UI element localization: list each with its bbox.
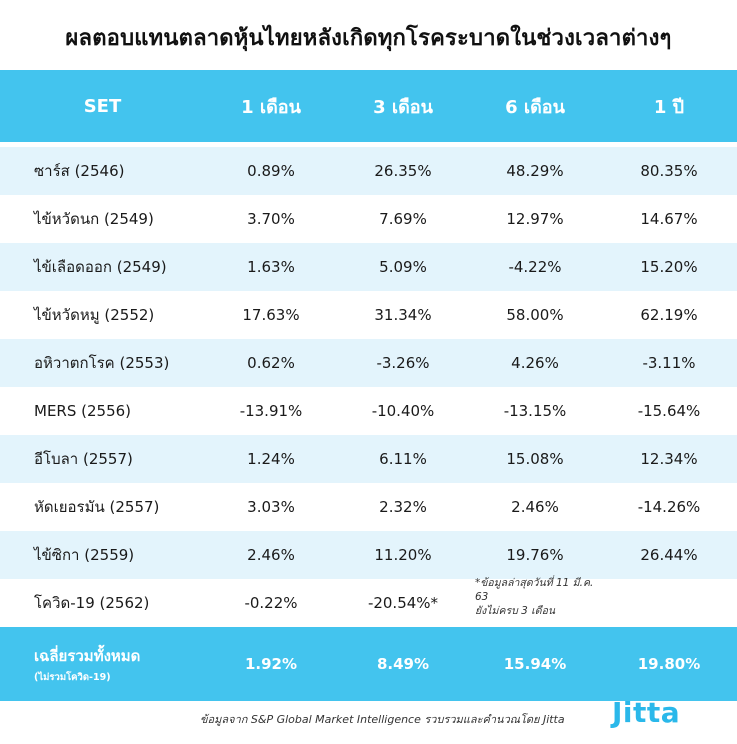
return-3-months: 6.11%	[379, 450, 427, 468]
column-header-6-months: 6 เดือน	[505, 96, 565, 118]
covid-note-line-2: ยังไม่ครบ 3 เดือน	[475, 605, 556, 617]
return-1-year: -3.11%	[642, 354, 696, 372]
epidemic-name: ไข้หวัดนก (2549)	[34, 210, 154, 228]
covid-note-line-1: *ข้อมูลล่าสุดวันที่ 11 มี.ค. 63	[475, 577, 594, 603]
table-row: MERS (2556) -13.91% -10.40% -13.15% -15.…	[0, 387, 737, 435]
epidemic-name: โควิด-19 (2562)	[34, 594, 150, 612]
return-6-months: -4.22%	[508, 258, 562, 276]
return-3-months: 26.35%	[374, 162, 432, 180]
return-1-year: 12.34%	[640, 450, 698, 468]
average-label: เฉลี่ยรวมทั้งหมด (ไม่รวมโควิด-19)	[0, 644, 205, 685]
return-3-months: 31.34%	[374, 306, 432, 324]
table-row: อหิวาตกโรค (2553) 0.62% -3.26% 4.26% -3.…	[0, 339, 737, 387]
column-header-1-year: 1 ปี	[653, 96, 685, 118]
return-3-months: 7.69%	[379, 210, 427, 228]
average-6-months: 15.94%	[503, 655, 567, 673]
epidemic-name: อหิวาตกโรค (2553)	[34, 354, 170, 372]
return-6-months: 4.26%	[511, 354, 559, 372]
returns-table: SET 1 เดือน 3 เดือน 6 เดือน 1 ปี ซาร์ส (…	[0, 70, 737, 701]
return-3-months: 11.20%	[374, 546, 432, 564]
return-1-year: -15.64%	[637, 402, 701, 420]
return-3-months: 5.09%	[379, 258, 427, 276]
return-1-year: 62.19%	[640, 306, 698, 324]
epidemic-name: อีโบลา (2557)	[34, 450, 133, 468]
return-6-months: -13.15%	[503, 402, 567, 420]
return-6-months: 15.08%	[506, 450, 564, 468]
epidemic-name: ไข้หวัดหมู (2552)	[34, 306, 155, 324]
return-1-year: 14.67%	[640, 210, 698, 228]
return-1-year: 26.44%	[640, 546, 698, 564]
table-row: ไข้หวัดนก (2549) 3.70% 7.69% 12.97% 14.6…	[0, 195, 737, 243]
return-3-months: 2.32%	[379, 498, 427, 516]
return-1-month: 2.46%	[247, 546, 295, 564]
table-row: ไข้หวัดหมู (2552) 17.63% 31.34% 58.00% 6…	[0, 291, 737, 339]
return-6-months: 2.46%	[511, 498, 559, 516]
epidemic-name: ไข้ซิกา (2559)	[34, 546, 135, 564]
column-header-set: SET	[83, 95, 122, 117]
table-row: ไข้ซิกา (2559) 2.46% 11.20% 19.76% 26.44…	[0, 531, 737, 579]
epidemic-name: MERS (2556)	[34, 402, 132, 420]
average-title: เฉลี่ยรวมทั้งหมด	[34, 646, 141, 665]
average-1-month: 1.92%	[244, 655, 298, 673]
return-1-month: 17.63%	[242, 306, 300, 324]
return-6-months: 12.97%	[506, 210, 564, 228]
return-1-month: 3.70%	[247, 210, 295, 228]
page-title: ผลตอบแทนตลาดหุ้นไทยหลังเกิดทุกโรคระบาดใน…	[65, 26, 672, 51]
table-row-covid: โควิด-19 (2562) -0.22% -20.54%* *ข้อมูลล…	[0, 577, 737, 627]
return-1-month: 0.62%	[247, 354, 295, 372]
return-1-month: 1.63%	[247, 258, 295, 276]
average-subtitle: (ไม่รวมโควิด-19)	[34, 671, 111, 683]
return-6-months: 48.29%	[506, 162, 564, 180]
return-1-month: 3.03%	[247, 498, 295, 516]
return-1-month: 0.89%	[247, 162, 295, 180]
return-1-year: 15.20%	[640, 258, 698, 276]
epidemic-name: หัดเยอรมัน (2557)	[34, 498, 160, 516]
table-row-average: เฉลี่ยรวมทั้งหมด (ไม่รวมโควิด-19) 1.92% …	[0, 627, 737, 701]
average-1-year: 19.80%	[637, 655, 701, 673]
average-3-months: 8.49%	[376, 655, 430, 673]
return-6-months: 58.00%	[506, 306, 564, 324]
table-row: ไข้เลือดออก (2549) 1.63% 5.09% -4.22% 15…	[0, 243, 737, 291]
table-row: อีโบลา (2557) 1.24% 6.11% 15.08% 12.34%	[0, 435, 737, 483]
epidemic-name: ซาร์ส (2546)	[34, 162, 125, 180]
table-row: ซาร์ส (2546) 0.89% 26.35% 48.29% 80.35%	[0, 147, 737, 195]
return-1-year: -14.26%	[637, 498, 701, 516]
return-3-months: -3.26%	[376, 354, 430, 372]
table-row: หัดเยอรมัน (2557) 3.03% 2.32% 2.46% -14.…	[0, 483, 737, 531]
source-note: ข้อมูลจาก S&P Global Market Intelligence…	[200, 713, 565, 726]
covid-note: *ข้อมูลล่าสุดวันที่ 11 มี.ค. 63 ยังไม่คร…	[469, 577, 601, 624]
return-1-month: -0.22%	[244, 594, 298, 612]
return-1-year: 80.35%	[640, 162, 698, 180]
table-header-row: SET 1 เดือน 3 เดือน 6 เดือน 1 ปี	[0, 70, 737, 142]
return-1-month: 1.24%	[247, 450, 295, 468]
jitta-logo: Jitta	[612, 696, 681, 729]
return-1-month: -13.91%	[239, 402, 303, 420]
return-3-months: -10.40%	[371, 402, 435, 420]
column-header-1-month: 1 เดือน	[241, 96, 301, 118]
epidemic-name: ไข้เลือดออก (2549)	[34, 258, 167, 276]
return-6-months: 19.76%	[506, 546, 564, 564]
return-3-months: -20.54%*	[367, 594, 439, 612]
column-header-3-months: 3 เดือน	[373, 96, 433, 118]
